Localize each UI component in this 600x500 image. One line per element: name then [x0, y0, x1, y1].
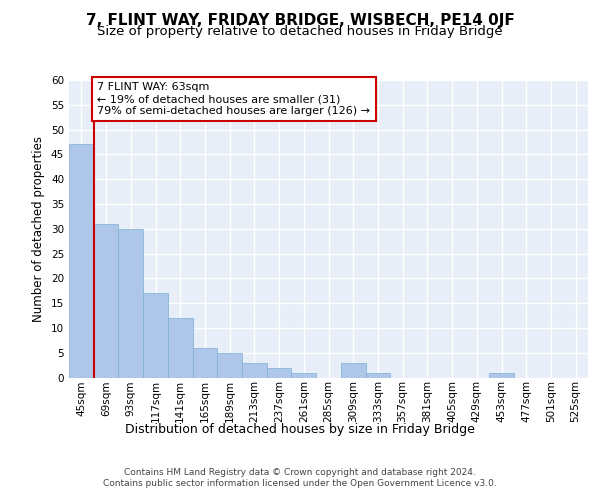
- Bar: [267, 368, 292, 378]
- Bar: [489, 372, 514, 378]
- Bar: [143, 293, 168, 378]
- Bar: [69, 144, 94, 378]
- Y-axis label: Number of detached properties: Number of detached properties: [32, 136, 46, 322]
- Bar: [94, 224, 118, 378]
- Bar: [292, 372, 316, 378]
- Text: Distribution of detached houses by size in Friday Bridge: Distribution of detached houses by size …: [125, 422, 475, 436]
- Bar: [168, 318, 193, 378]
- Bar: [217, 352, 242, 378]
- Bar: [118, 229, 143, 378]
- Text: 7 FLINT WAY: 63sqm
← 19% of detached houses are smaller (31)
79% of semi-detache: 7 FLINT WAY: 63sqm ← 19% of detached hou…: [97, 82, 370, 116]
- Bar: [193, 348, 217, 378]
- Text: Size of property relative to detached houses in Friday Bridge: Size of property relative to detached ho…: [97, 25, 503, 38]
- Bar: [365, 372, 390, 378]
- Bar: [242, 362, 267, 378]
- Text: Contains HM Land Registry data © Crown copyright and database right 2024.
Contai: Contains HM Land Registry data © Crown c…: [103, 468, 497, 487]
- Text: 7, FLINT WAY, FRIDAY BRIDGE, WISBECH, PE14 0JF: 7, FLINT WAY, FRIDAY BRIDGE, WISBECH, PE…: [86, 12, 514, 28]
- Bar: [341, 362, 365, 378]
